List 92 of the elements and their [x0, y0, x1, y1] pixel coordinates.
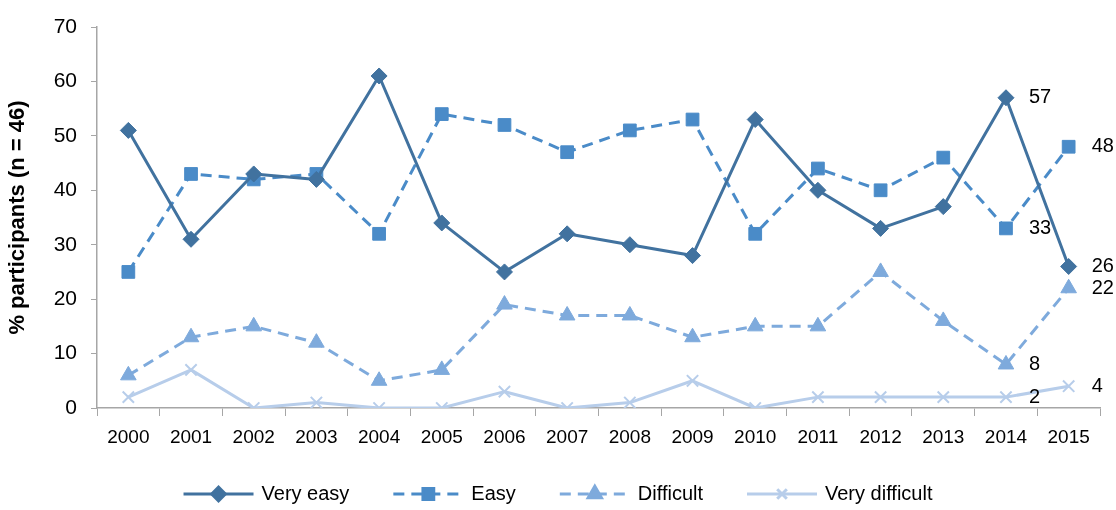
point	[1060, 257, 1078, 275]
point	[811, 161, 825, 176]
point	[184, 363, 198, 377]
y-tick-label: 10	[53, 340, 77, 364]
y-tick-label: 0	[65, 394, 77, 418]
point	[746, 316, 764, 332]
data-label: 57	[1028, 85, 1052, 108]
point	[623, 395, 637, 408]
y-tick-label: 70	[53, 13, 77, 37]
point	[873, 183, 888, 198]
point	[496, 295, 513, 310]
point	[370, 371, 388, 386]
legend-label: Difficult	[637, 481, 704, 504]
point	[997, 354, 1015, 370]
point	[120, 365, 137, 381]
x-tick-label: 2000	[107, 425, 150, 447]
point	[1060, 278, 1077, 294]
x-tick-label: 2002	[232, 425, 275, 447]
point	[308, 333, 325, 348]
point	[621, 236, 639, 254]
legend-label: Easy	[471, 481, 516, 504]
point	[934, 198, 952, 216]
point	[245, 316, 263, 332]
x-tick-label: 2013	[922, 425, 965, 447]
point	[433, 360, 451, 375]
x-tick-label: 2004	[357, 425, 401, 447]
y-tick-label: 30	[53, 231, 77, 255]
point	[936, 390, 950, 404]
x-tick-label: 2006	[483, 425, 526, 447]
y-tick-label: 60	[53, 68, 77, 92]
point	[685, 112, 700, 127]
point	[872, 262, 889, 277]
data-label: 33	[1028, 215, 1052, 238]
data-label: 48	[1091, 134, 1114, 157]
x-tick-label: 2009	[671, 425, 714, 447]
point	[434, 107, 449, 121]
point	[872, 219, 890, 237]
y-tick-label: 50	[53, 122, 77, 146]
data-label: 26	[1091, 254, 1114, 276]
x-tick-label: 2012	[859, 425, 902, 447]
legend-label: Very difficult	[825, 481, 933, 504]
point	[121, 390, 135, 404]
point	[1062, 379, 1076, 393]
point	[433, 214, 451, 232]
point	[121, 265, 136, 279]
point	[936, 150, 951, 165]
point	[811, 390, 825, 404]
point	[307, 170, 325, 188]
point	[558, 225, 576, 243]
data-label: 8	[1028, 351, 1041, 374]
point	[497, 118, 512, 132]
point	[182, 230, 200, 248]
point	[245, 165, 263, 183]
x-tick-label: 2005	[420, 425, 463, 447]
x-tick-label: 2008	[608, 425, 651, 447]
x-tick-label: 2001	[169, 425, 213, 447]
y-tick-label: 20	[53, 285, 77, 309]
legend-label: Very easy	[261, 481, 350, 504]
point	[934, 311, 952, 326]
data-label: 2	[1028, 384, 1041, 407]
x-tick-label: 2014	[984, 425, 1028, 447]
point	[999, 221, 1013, 236]
point	[370, 67, 388, 85]
point	[809, 316, 827, 332]
point	[182, 327, 200, 343]
data-label: 4	[1091, 373, 1103, 396]
point	[684, 247, 702, 265]
point	[309, 395, 324, 408]
point	[622, 123, 637, 138]
y-tick-label: 40	[53, 177, 77, 201]
point	[809, 181, 827, 199]
point	[495, 263, 513, 281]
x-tick-label: 2003	[295, 425, 338, 447]
x-tick-label: 2015	[1047, 425, 1090, 447]
point	[1061, 139, 1076, 154]
point	[748, 226, 763, 241]
point	[999, 390, 1013, 404]
point	[997, 89, 1015, 107]
point	[372, 226, 386, 241]
point	[119, 121, 137, 139]
point	[873, 390, 888, 404]
x-tick-label: 2011	[797, 425, 839, 447]
point	[184, 167, 198, 181]
point	[621, 305, 639, 321]
y-axis-title: % participants (n = 46)	[4, 100, 30, 335]
x-tick-label: 2007	[546, 425, 589, 447]
point	[560, 145, 575, 160]
point	[684, 327, 701, 343]
point	[558, 305, 576, 321]
x-tick-label: 2010	[734, 425, 777, 447]
data-label: 22	[1091, 275, 1114, 298]
point	[746, 111, 764, 129]
